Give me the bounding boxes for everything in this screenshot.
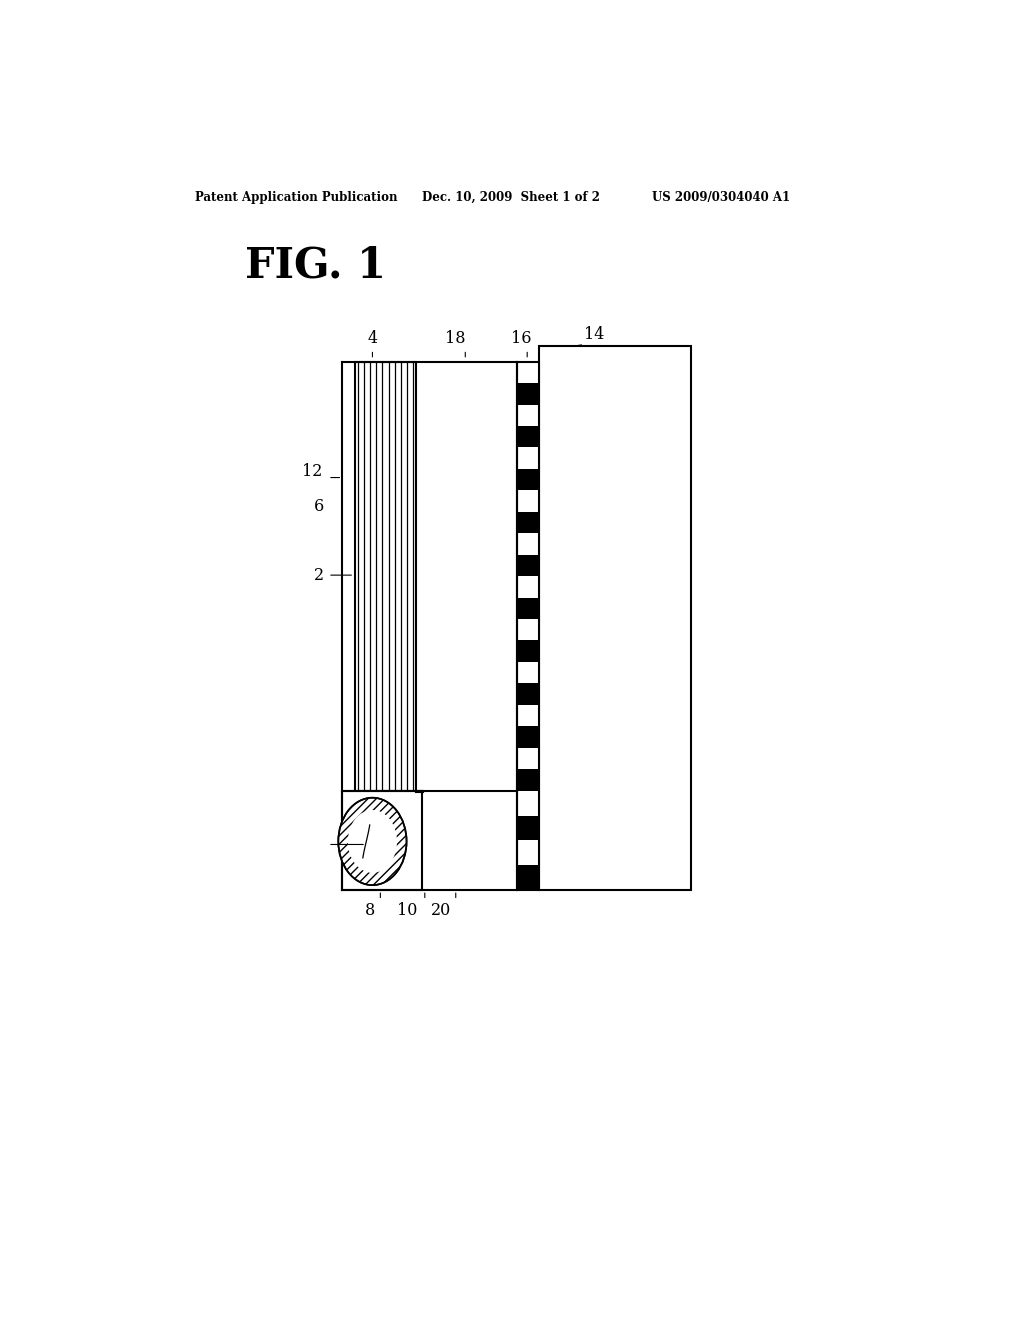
Bar <box>517 576 539 598</box>
Bar <box>355 362 416 791</box>
Bar <box>517 512 539 533</box>
Bar <box>416 791 517 890</box>
Bar <box>517 533 539 554</box>
Text: 20: 20 <box>431 903 452 920</box>
Text: 2: 2 <box>314 566 324 583</box>
Bar <box>517 841 539 866</box>
Text: 12: 12 <box>302 463 323 480</box>
Bar <box>517 661 539 684</box>
Text: 14: 14 <box>584 326 604 343</box>
Text: US 2009/0304040 A1: US 2009/0304040 A1 <box>652 190 790 203</box>
Bar <box>517 404 539 426</box>
Circle shape <box>348 810 397 873</box>
Bar <box>517 747 539 770</box>
Bar <box>517 383 539 404</box>
Bar <box>517 770 539 791</box>
Bar <box>517 469 539 490</box>
Bar <box>342 362 517 791</box>
Bar <box>517 684 539 705</box>
Bar <box>342 791 423 890</box>
Text: Dec. 10, 2009  Sheet 1 of 2: Dec. 10, 2009 Sheet 1 of 2 <box>422 190 600 203</box>
Text: 18: 18 <box>444 330 465 347</box>
Bar <box>517 598 539 619</box>
Bar <box>517 640 539 661</box>
Bar <box>539 346 691 890</box>
Text: 8: 8 <box>365 903 375 920</box>
Text: 6: 6 <box>313 498 324 515</box>
Text: 10: 10 <box>397 903 418 920</box>
Bar <box>517 705 539 726</box>
Bar <box>517 447 539 469</box>
Bar <box>517 362 539 383</box>
Bar <box>517 490 539 512</box>
Bar <box>517 726 539 747</box>
Bar <box>517 866 539 890</box>
Bar <box>517 791 539 816</box>
Text: 4: 4 <box>368 330 378 347</box>
Text: FIG. 1: FIG. 1 <box>246 244 386 286</box>
Circle shape <box>338 797 407 886</box>
Text: 16: 16 <box>511 330 531 347</box>
Bar <box>517 816 539 841</box>
Bar <box>517 619 539 640</box>
Bar <box>517 426 539 447</box>
Text: Patent Application Publication: Patent Application Publication <box>196 190 398 203</box>
Bar <box>517 554 539 576</box>
Bar <box>517 362 539 890</box>
